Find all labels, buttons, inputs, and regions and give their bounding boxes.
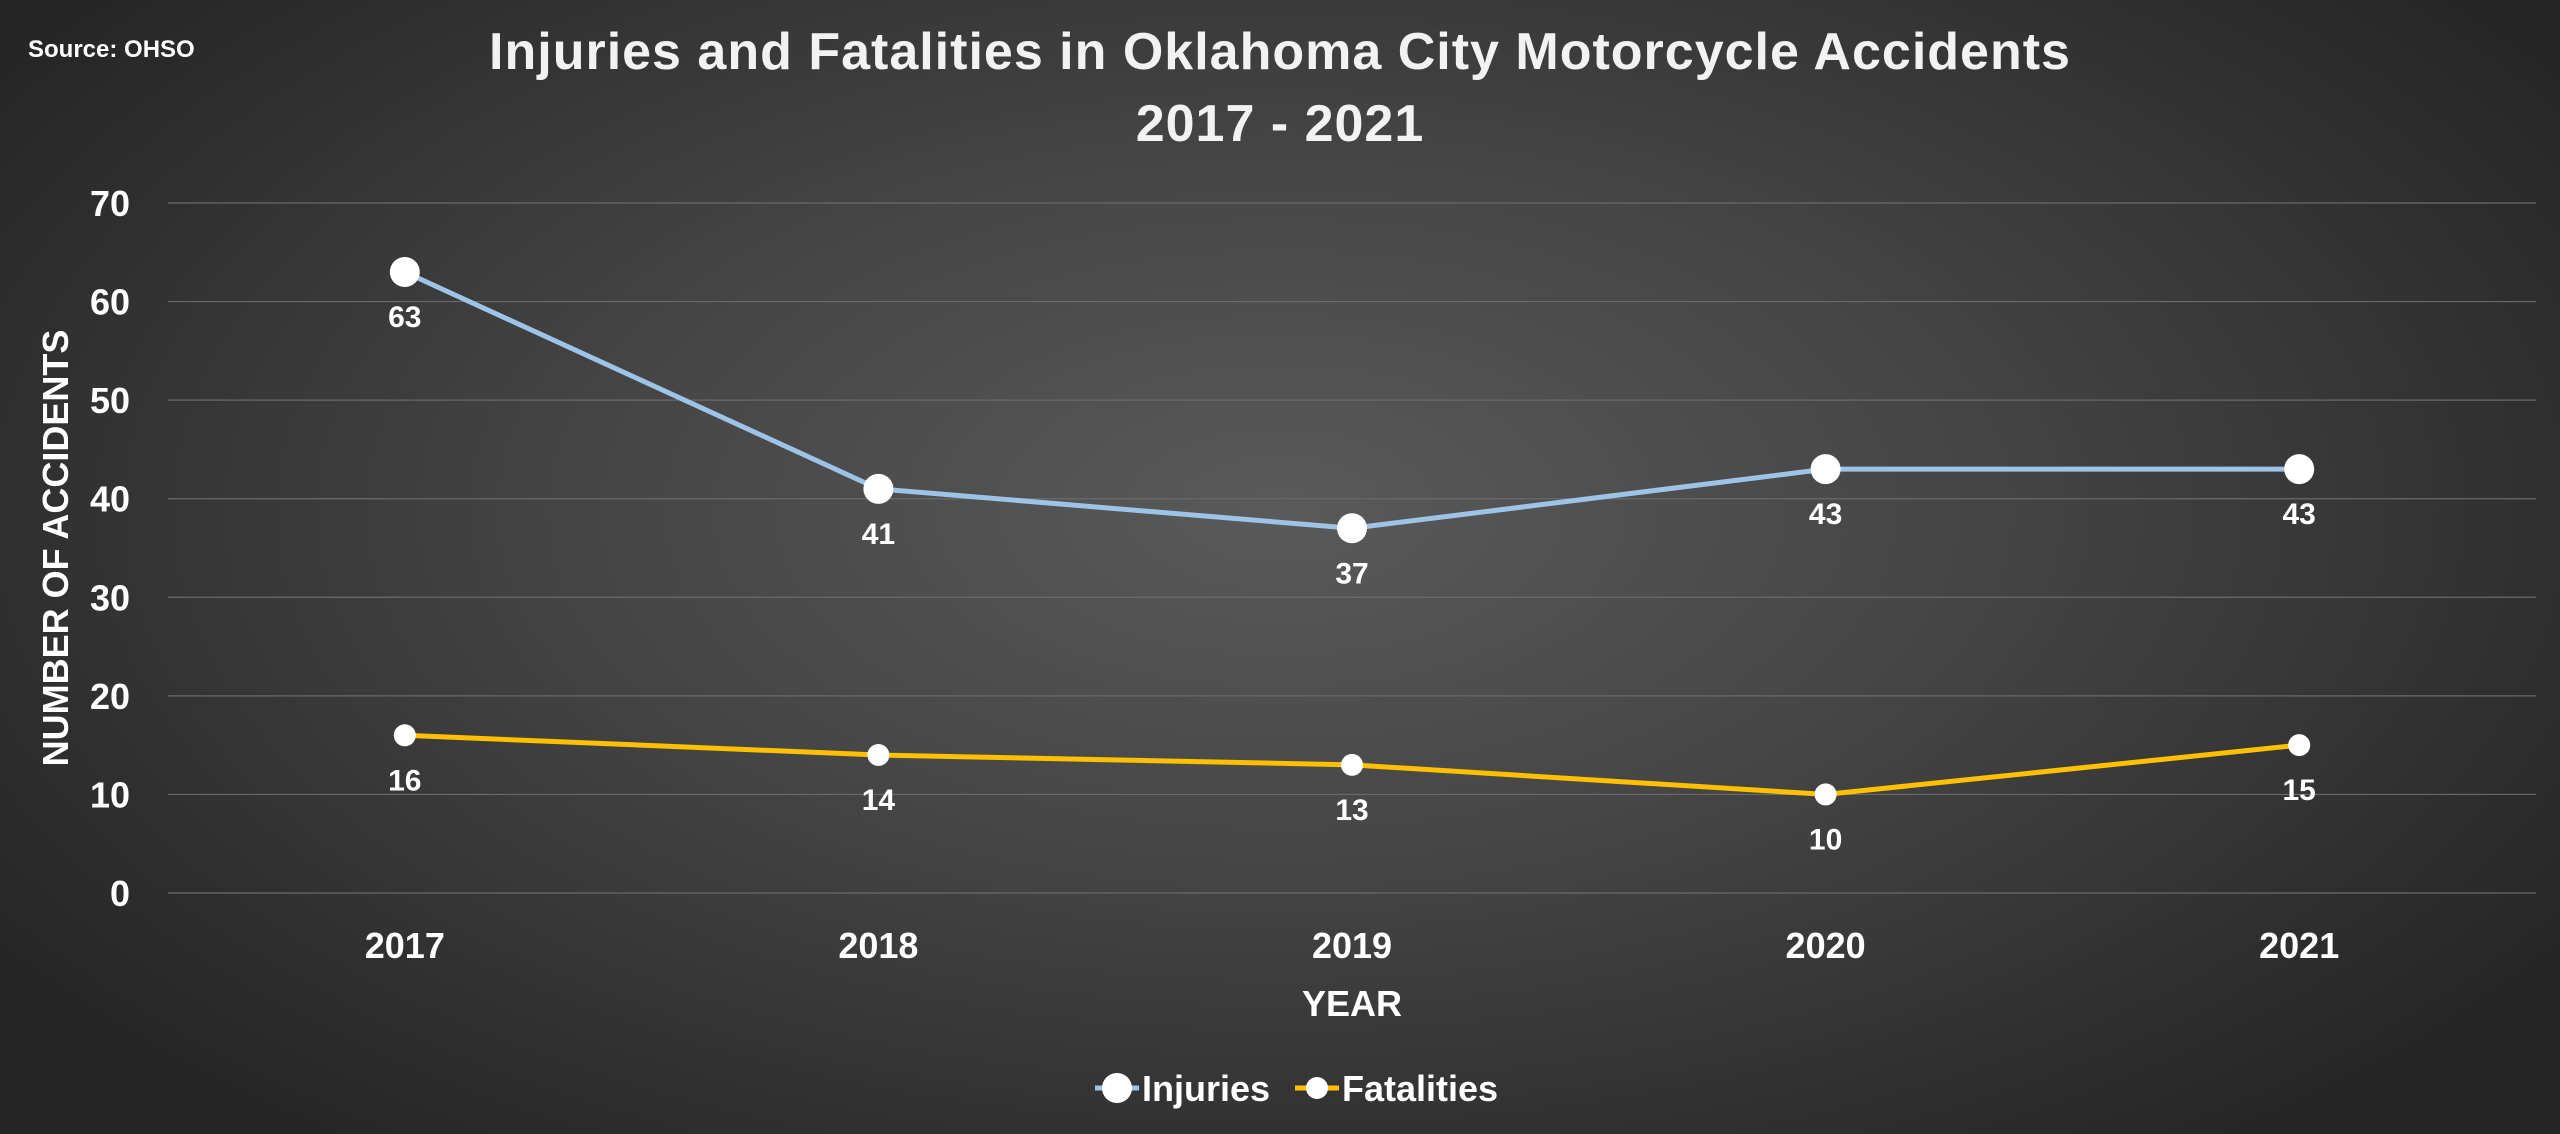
x-axis-label: YEAR bbox=[1302, 983, 1402, 1024]
data-label: 37 bbox=[1335, 557, 1368, 590]
data-point bbox=[1337, 513, 1367, 544]
data-label: 43 bbox=[2283, 498, 2316, 531]
y-tick-label: 10 bbox=[90, 774, 130, 815]
y-tick-label: 20 bbox=[90, 676, 130, 717]
x-tick-label: 2019 bbox=[1312, 925, 1392, 966]
data-point bbox=[389, 257, 420, 287]
data-point bbox=[1814, 783, 1837, 806]
data-label: 10 bbox=[1809, 823, 1842, 856]
gridlines bbox=[168, 202, 2536, 894]
chart-title: Injuries and Fatalities in Oklahoma City… bbox=[489, 23, 2071, 81]
y-tick-label: 40 bbox=[90, 479, 130, 520]
x-tick-label: 2017 bbox=[365, 925, 445, 966]
x-tick-label: 2020 bbox=[1786, 925, 1866, 966]
legend-label: Fatalities bbox=[1342, 1068, 1498, 1109]
legend-item-injuries: Injuries bbox=[1095, 1068, 1270, 1109]
x-axis-ticks: 2017 2018 2019 2020 2021 bbox=[365, 925, 2339, 966]
series-layer bbox=[389, 257, 2315, 806]
x-tick-label: 2021 bbox=[2259, 925, 2339, 966]
legend-swatch-marker bbox=[1102, 1073, 1132, 1103]
chart-subtitle: 2017 - 2021 bbox=[1135, 95, 1425, 153]
data-labels: 63 41 37 43 43 16 14 13 10 15 bbox=[388, 301, 2316, 856]
y-axis-ticks: 0 10 20 30 40 50 60 70 bbox=[90, 183, 130, 914]
data-label: 16 bbox=[388, 764, 421, 797]
data-label: 13 bbox=[1335, 794, 1368, 827]
series-fatalities bbox=[393, 724, 2311, 806]
data-point bbox=[1341, 753, 1363, 776]
legend: Injuries Fatalities bbox=[1095, 1068, 1498, 1109]
x-tick-label: 2018 bbox=[838, 925, 918, 966]
data-label: 43 bbox=[1809, 498, 1842, 531]
y-tick-label: 60 bbox=[90, 282, 130, 323]
series-injuries bbox=[389, 257, 2315, 544]
y-tick-label: 0 bbox=[110, 873, 130, 914]
data-label: 63 bbox=[388, 301, 421, 334]
legend-label: Injuries bbox=[1142, 1068, 1270, 1109]
source-note: Source: OHSO bbox=[28, 36, 195, 63]
data-point bbox=[1810, 454, 1841, 485]
legend-item-fatalities: Fatalities bbox=[1295, 1068, 1498, 1109]
y-tick-label: 70 bbox=[90, 183, 130, 224]
data-label: 15 bbox=[2283, 774, 2316, 807]
legend-swatch-marker bbox=[1306, 1077, 1328, 1099]
data-point bbox=[2288, 734, 2311, 757]
data-point bbox=[2284, 454, 2315, 485]
data-point bbox=[867, 744, 890, 766]
data-point bbox=[393, 724, 416, 747]
data-point bbox=[863, 473, 894, 504]
y-tick-label: 30 bbox=[90, 577, 130, 618]
data-label: 41 bbox=[862, 518, 895, 551]
y-axis-label: NUMBER OF ACCIDENTS bbox=[35, 330, 76, 767]
y-tick-label: 50 bbox=[90, 380, 130, 421]
data-label: 14 bbox=[862, 784, 896, 817]
